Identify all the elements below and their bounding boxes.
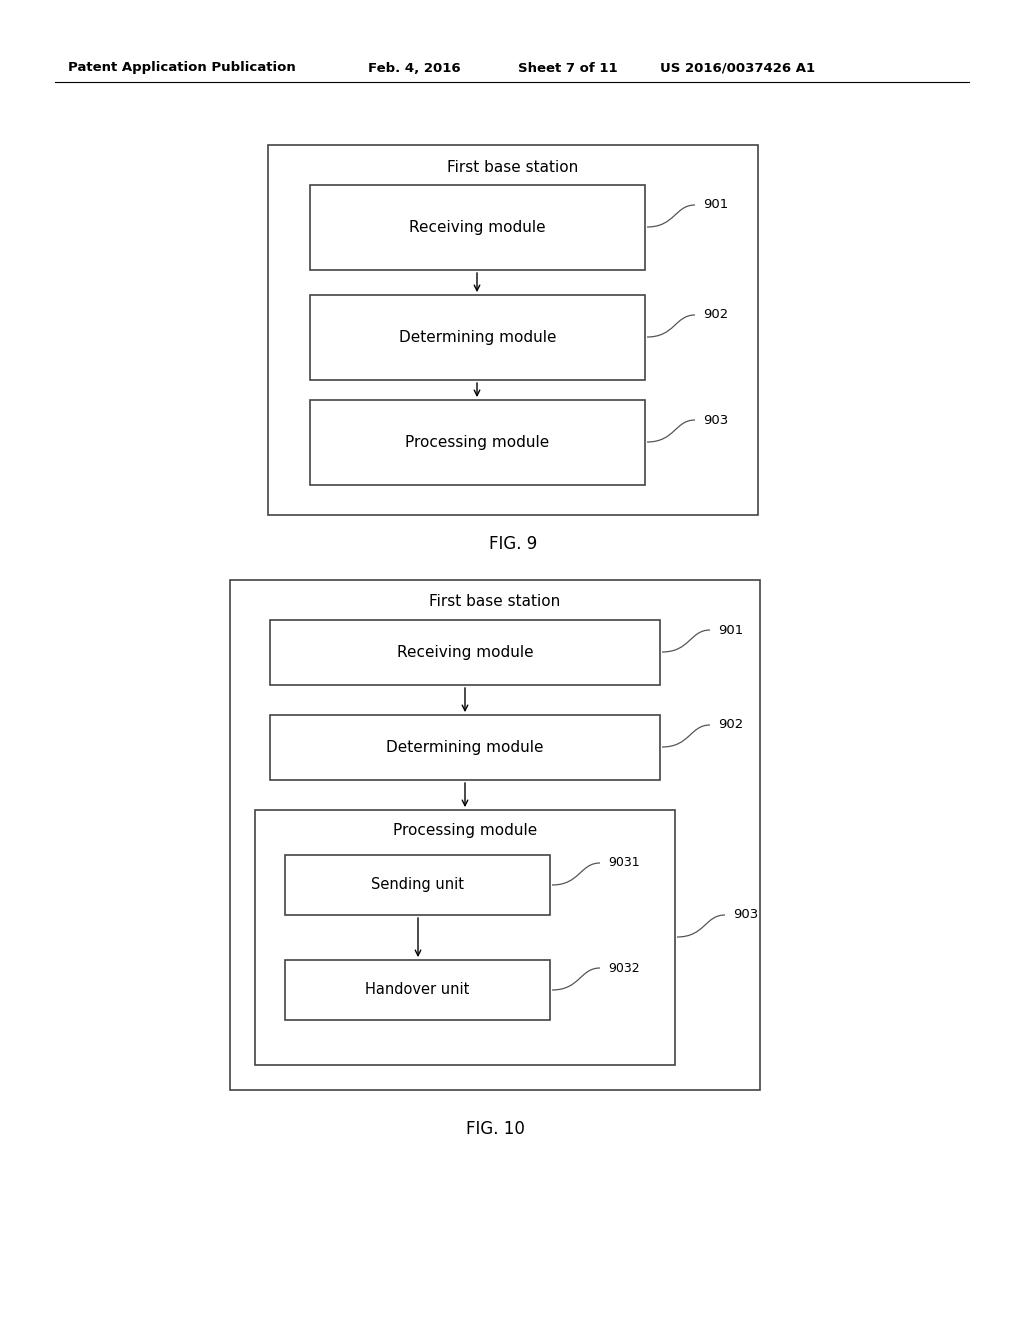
- Text: Sheet 7 of 11: Sheet 7 of 11: [518, 62, 617, 74]
- Text: Determining module: Determining module: [386, 741, 544, 755]
- Text: 901: 901: [718, 623, 743, 636]
- Bar: [255, 810, 675, 1065]
- Text: FIG. 9: FIG. 9: [488, 535, 538, 553]
- Text: Determining module: Determining module: [398, 330, 556, 345]
- Bar: [310, 400, 645, 484]
- Text: Sending unit: Sending unit: [371, 878, 464, 892]
- Bar: [268, 145, 758, 515]
- Bar: [310, 294, 645, 380]
- Bar: [285, 960, 550, 1020]
- Text: 903: 903: [703, 413, 728, 426]
- Text: US 2016/0037426 A1: US 2016/0037426 A1: [660, 62, 815, 74]
- Text: First base station: First base station: [447, 160, 579, 174]
- Bar: [230, 579, 760, 1090]
- Text: Patent Application Publication: Patent Application Publication: [68, 62, 296, 74]
- Bar: [310, 185, 645, 271]
- Text: Feb. 4, 2016: Feb. 4, 2016: [368, 62, 461, 74]
- Text: 902: 902: [718, 718, 743, 731]
- Bar: [285, 855, 550, 915]
- Text: 9032: 9032: [608, 961, 640, 974]
- Text: Receiving module: Receiving module: [396, 645, 534, 660]
- Bar: [270, 620, 660, 685]
- Text: 903: 903: [733, 908, 758, 921]
- Text: Receiving module: Receiving module: [410, 220, 546, 235]
- Bar: [270, 715, 660, 780]
- Text: Handover unit: Handover unit: [366, 982, 470, 998]
- Text: First base station: First base station: [429, 594, 560, 610]
- Text: Processing module: Processing module: [393, 822, 538, 837]
- Text: 901: 901: [703, 198, 728, 211]
- Text: FIG. 10: FIG. 10: [466, 1119, 524, 1138]
- Text: Processing module: Processing module: [406, 436, 550, 450]
- Text: 902: 902: [703, 309, 728, 322]
- Text: 9031: 9031: [608, 857, 640, 870]
